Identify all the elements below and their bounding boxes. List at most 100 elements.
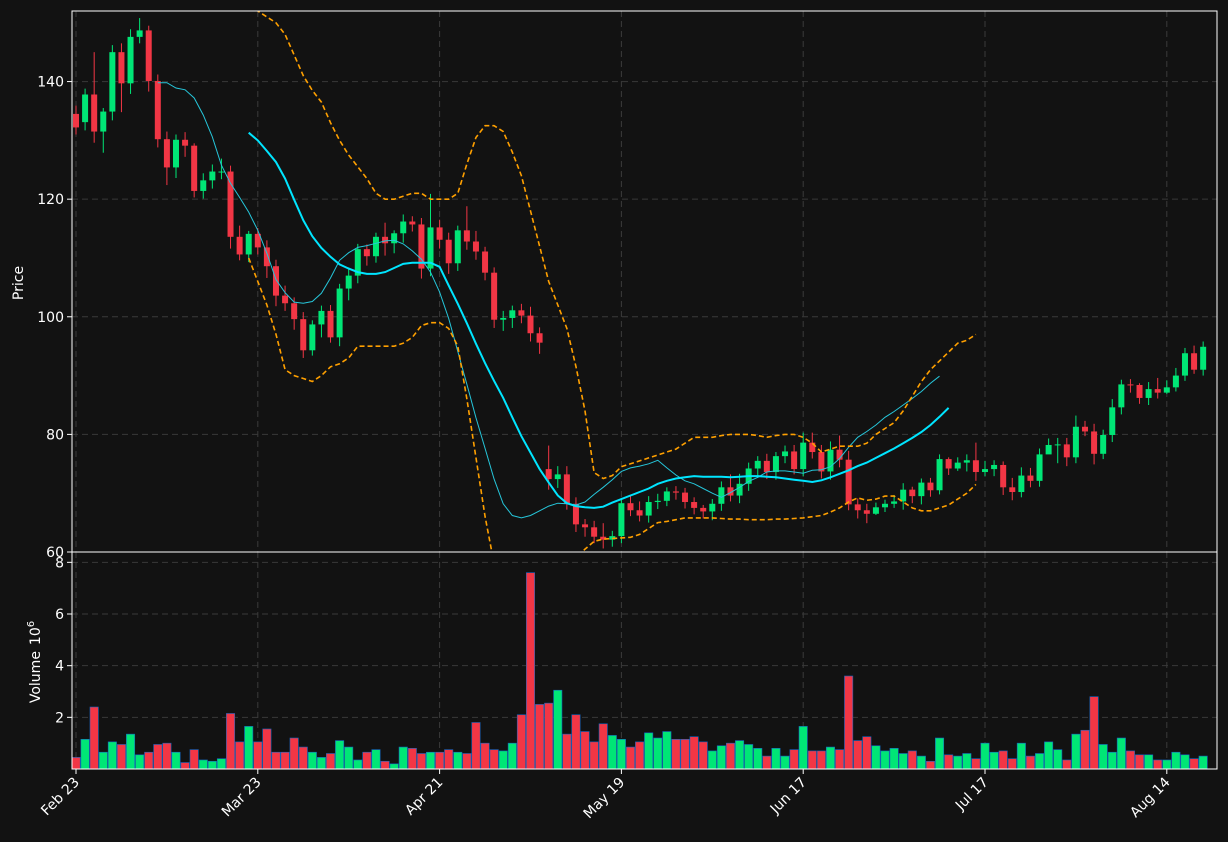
candle	[345, 267, 352, 301]
volume-bar	[862, 736, 872, 769]
candle	[73, 105, 79, 135]
candle-body	[772, 456, 779, 473]
volume-bar	[525, 572, 535, 769]
volume-bar	[544, 702, 554, 769]
volume-bar	[280, 751, 290, 769]
candle	[182, 132, 189, 157]
volume-bar	[216, 758, 226, 769]
candle-body	[109, 52, 116, 112]
volume-bar	[298, 746, 308, 769]
candle	[1163, 380, 1170, 394]
volume-bar	[880, 750, 890, 769]
candle	[500, 310, 507, 331]
candle	[582, 519, 589, 537]
volume-bar	[798, 726, 808, 769]
candle-body	[445, 239, 452, 264]
candle-body	[309, 324, 316, 351]
candle	[1181, 347, 1188, 381]
candle	[791, 444, 798, 475]
candle-body	[454, 230, 461, 264]
candle-body	[945, 459, 952, 469]
candle	[663, 487, 670, 507]
candle	[554, 466, 561, 488]
volume-tick-label: 6	[55, 607, 64, 623]
volume-bar	[489, 749, 499, 769]
candle-body	[727, 487, 734, 496]
candle	[718, 481, 725, 511]
volume-bar	[326, 753, 336, 769]
volume-bar	[771, 748, 781, 769]
candle	[91, 52, 98, 143]
volume-bar	[916, 755, 926, 769]
candle-body	[963, 460, 970, 463]
volume-bar	[126, 733, 136, 769]
candle-body	[982, 469, 988, 473]
price-panel-grid	[72, 11, 1217, 553]
candle-body	[800, 442, 807, 470]
candle-body	[209, 171, 216, 181]
candle-body	[354, 249, 361, 276]
candle-body	[1009, 487, 1016, 493]
volume-bar	[716, 745, 726, 769]
volume-bar	[72, 757, 81, 769]
volume-bar	[1035, 753, 1045, 769]
candle	[1127, 379, 1134, 393]
candle	[400, 214, 407, 243]
candle-body	[936, 459, 943, 491]
candle	[918, 478, 925, 505]
candle	[1191, 345, 1198, 374]
candle	[154, 74, 161, 148]
candle	[654, 493, 661, 510]
candle-body	[436, 227, 443, 240]
volume-bar	[571, 714, 581, 769]
candle	[172, 134, 179, 179]
volume-bar	[1180, 754, 1190, 769]
volume-bars	[72, 572, 1208, 769]
volume-bar	[116, 744, 126, 769]
volume-bar	[735, 740, 745, 769]
candle	[1118, 379, 1125, 415]
candle	[536, 327, 543, 354]
volume-tick-label: 2	[55, 710, 64, 726]
volume-bar	[416, 753, 426, 769]
candle-body	[118, 52, 125, 84]
candle-body	[163, 139, 170, 168]
candle-body	[636, 510, 643, 516]
candle-body	[909, 489, 916, 497]
candle	[572, 497, 579, 533]
candle-body	[854, 504, 861, 511]
candle	[818, 444, 825, 479]
candle	[1100, 429, 1107, 460]
candle-body	[236, 236, 243, 255]
candle	[1027, 467, 1034, 488]
candle	[1145, 382, 1152, 405]
volume-bar	[1098, 744, 1108, 769]
volume-bar	[1135, 754, 1145, 769]
candle	[636, 501, 643, 522]
volume-bar	[435, 751, 445, 769]
volume-bar	[762, 755, 772, 769]
volume-bar	[689, 736, 699, 769]
candle-body	[672, 491, 679, 493]
candle	[1000, 461, 1007, 495]
candle	[1018, 467, 1025, 498]
candle-body	[245, 233, 252, 255]
candle-body	[972, 460, 979, 473]
volume-bar	[680, 738, 690, 769]
candle-body	[391, 233, 398, 244]
candle	[1154, 377, 1161, 399]
candle	[518, 303, 525, 324]
upper-band-line	[256, 11, 977, 480]
candle	[245, 230, 252, 263]
candle	[863, 503, 870, 524]
candle-body	[563, 474, 570, 504]
volume-bar	[844, 675, 854, 769]
candle-body	[618, 503, 625, 537]
candle	[736, 473, 743, 504]
candle-body	[836, 449, 843, 460]
price-tick-label: 60	[46, 545, 64, 561]
volume-bar	[371, 749, 381, 769]
candle	[800, 432, 807, 477]
volume-bar	[589, 741, 599, 769]
candle-body	[882, 503, 889, 508]
